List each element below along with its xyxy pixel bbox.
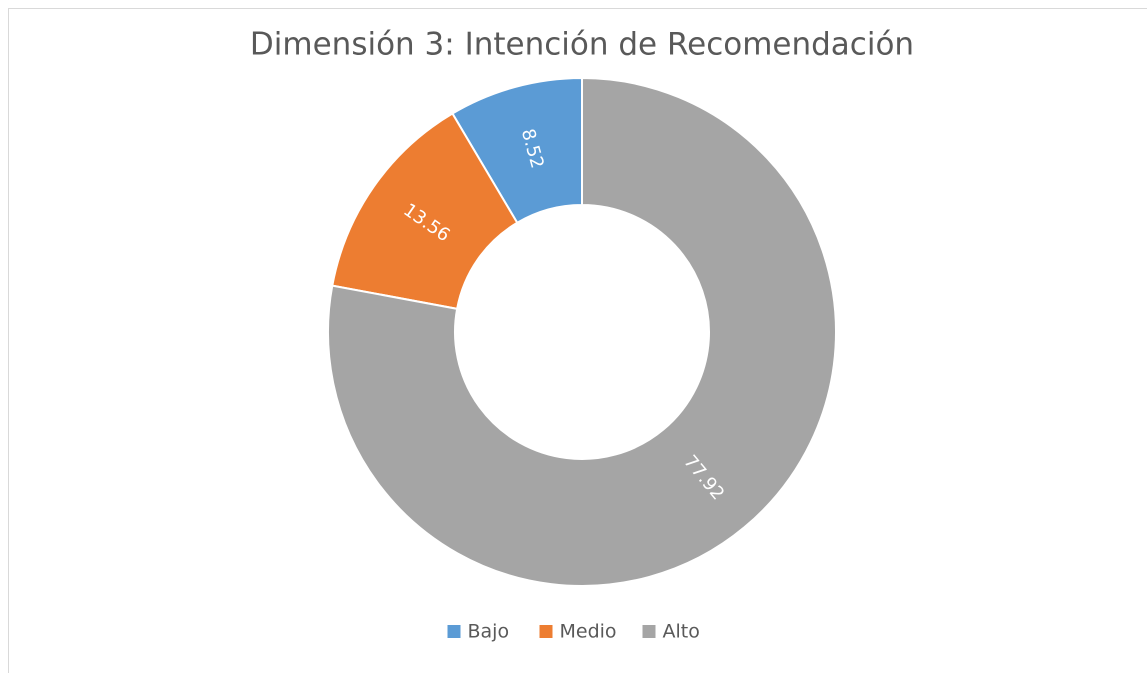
legend-swatch — [642, 625, 656, 638]
slice — [327, 76, 837, 587]
legend-label: Bajo — [468, 621, 510, 643]
chart-border — [8, 8, 1147, 673]
chart-title: Dimensión 3: Intención de Recomendación — [250, 27, 914, 63]
legend-swatch — [447, 625, 461, 638]
slice — [331, 112, 519, 310]
legend-label: Medio — [560, 621, 617, 643]
legend-label: Alto — [663, 621, 700, 643]
legend-swatch — [539, 625, 553, 638]
